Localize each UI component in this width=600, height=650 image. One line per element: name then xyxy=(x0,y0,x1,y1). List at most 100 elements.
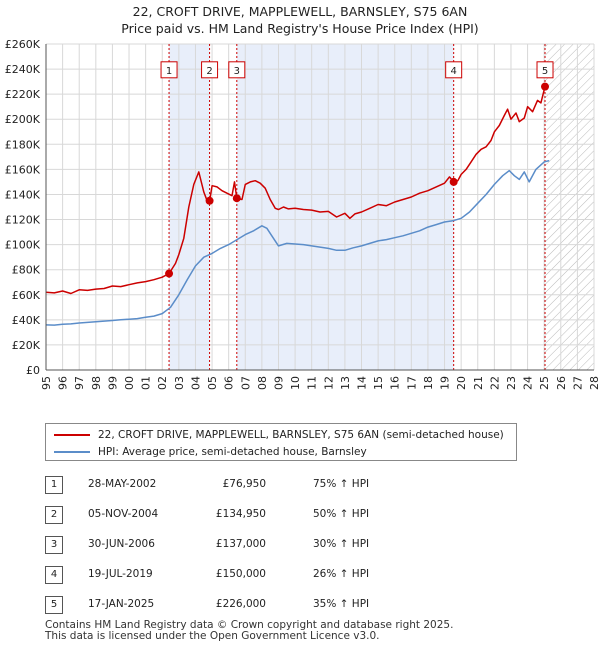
y-tick-label: £120K xyxy=(5,214,41,227)
x-tick-label: 2015 xyxy=(372,376,385,390)
sale-label-box-2 xyxy=(201,61,219,79)
y-tick-label: £260K xyxy=(5,40,41,51)
legend-line-hpi xyxy=(54,451,90,453)
x-tick-label: 2005 xyxy=(206,376,219,390)
property-price-line xyxy=(45,86,546,295)
x-tick-label: 1999 xyxy=(106,376,119,390)
sale-number: 4 xyxy=(45,566,63,584)
sale-price: £134,950 xyxy=(215,508,266,520)
sale-row: 4 19-JUL-2019 £150,000 26% ↑ HPI xyxy=(0,566,600,584)
hpi-line xyxy=(45,159,550,326)
x-tick-label: 2021 xyxy=(472,376,485,390)
x-tick-label: 2017 xyxy=(405,376,418,390)
grid-lines xyxy=(45,43,595,371)
sale-number-labels: 1 2 3 4 5 xyxy=(160,61,554,79)
x-tick-label: 2023 xyxy=(505,376,518,390)
legend-label-hpi: HPI: Average price, semi-detached house,… xyxy=(98,446,367,458)
title-line-1: 22, CROFT DRIVE, MAPPLEWELL, BARNSLEY, S… xyxy=(132,4,468,19)
x-tick-label: 2002 xyxy=(156,376,169,390)
legend-line-property xyxy=(54,434,90,436)
sale-label-box-3 xyxy=(228,61,246,79)
x-tick-label: 2024 xyxy=(522,376,535,390)
legend-label-property: 22, CROFT DRIVE, MAPPLEWELL, BARNSLEY, S… xyxy=(98,429,504,441)
sale-points xyxy=(165,82,550,278)
y-tick-label: £80K xyxy=(12,264,41,277)
future-hatch-area xyxy=(545,44,594,370)
y-tick-label: £180K xyxy=(5,138,41,151)
axes: £0 £20K £40K £60K £80K £100K £120K £140K £160K £1… xyxy=(5,40,600,390)
footer-line-2: This data is licensed under the Open Gov… xyxy=(45,630,380,642)
sale-point-5 xyxy=(541,82,550,91)
footer-line-1: Contains HM Land Registry data © Crown c… xyxy=(45,619,454,631)
sale-point-2 xyxy=(205,196,214,205)
y-tick-label: £100K xyxy=(5,239,41,252)
sale-hpi-change: 35% ↑ HPI xyxy=(313,598,370,610)
sale-point-1 xyxy=(165,269,174,278)
sale-hpi-change: 75% ↑ HPI xyxy=(313,478,370,490)
x-tick-label: 2001 xyxy=(140,376,153,390)
sale-hpi-change: 26% ↑ HPI xyxy=(313,568,370,580)
y-tick-label: £140K xyxy=(5,188,41,201)
y-tick-label: £0 xyxy=(26,364,40,377)
x-tick-label: 2007 xyxy=(239,376,252,390)
x-tick-label: 1996 xyxy=(57,376,70,390)
sale-number: 5 xyxy=(45,596,63,614)
series-lines xyxy=(45,86,550,326)
x-tick-label: 1998 xyxy=(90,376,103,390)
x-tick-label: 2000 xyxy=(123,376,136,390)
x-tick-label: 1997 xyxy=(73,376,86,390)
y-tick-label: £220K xyxy=(5,88,41,101)
x-tick-label: 2025 xyxy=(538,376,551,390)
footer-attribution: Contains HM Land Registry data © Crown c… xyxy=(45,620,453,642)
x-tick-label: 2019 xyxy=(439,376,452,390)
x-tick-label: 2009 xyxy=(272,376,285,390)
legend: 22, CROFT DRIVE, MAPPLEWELL, BARNSLEY, S… xyxy=(45,423,517,461)
title-line-2: Price paid vs. HM Land Registry's House … xyxy=(121,21,479,36)
future-hatch xyxy=(545,44,594,370)
x-tick-label: 2027 xyxy=(571,376,584,390)
y-tick-label: £240K xyxy=(5,63,41,76)
sale-point-4 xyxy=(449,177,458,186)
x-tick-label: 2026 xyxy=(555,376,568,390)
sale-price: £150,000 xyxy=(215,568,266,580)
chart-title: 22, CROFT DRIVE, MAPPLEWELL, BARNSLEY, S… xyxy=(0,3,600,37)
y-tick-label: £40K xyxy=(12,314,41,327)
sale-label-box-4 xyxy=(445,61,463,79)
y-tick-label: £160K xyxy=(5,163,41,176)
y-tick-label: £60K xyxy=(12,289,41,302)
sale-date: 17-JAN-2025 xyxy=(88,598,155,610)
sale-label-3: 3 xyxy=(234,66,240,77)
x-tick-label: 2004 xyxy=(189,376,202,390)
x-tick-label: 2003 xyxy=(173,376,186,390)
sale-point-3 xyxy=(232,194,241,203)
sale-label-4: 4 xyxy=(450,66,456,77)
sale-number: 1 xyxy=(45,476,63,494)
sale-number: 2 xyxy=(45,506,63,524)
x-tick-label: 2014 xyxy=(356,376,369,390)
sale-label-1: 1 xyxy=(166,66,172,77)
x-tick-label: 2018 xyxy=(422,376,435,390)
sale-price: £226,000 xyxy=(215,598,266,610)
sale-hpi-change: 30% ↑ HPI xyxy=(313,538,370,550)
x-tick-label: 2010 xyxy=(289,376,302,390)
x-tick-label: 2020 xyxy=(455,376,468,390)
x-tick-label: 2006 xyxy=(223,376,236,390)
sale-row: 3 30-JUN-2006 £137,000 30% ↑ HPI xyxy=(0,536,600,554)
y-tick-label: £20K xyxy=(12,339,41,352)
sale-label-box-5 xyxy=(536,61,554,79)
sale-label-5: 5 xyxy=(542,66,548,77)
x-tick-label: 2013 xyxy=(339,376,352,390)
y-tick-label: £200K xyxy=(5,113,41,126)
sale-date: 19-JUL-2019 xyxy=(88,568,153,580)
sale-date: 05-NOV-2004 xyxy=(88,508,159,520)
x-tick-label: 2008 xyxy=(256,376,269,390)
x-tick-label: 2011 xyxy=(306,376,319,390)
x-tick-label: 2012 xyxy=(322,376,335,390)
sale-label-box-1 xyxy=(160,61,178,79)
sale-number: 3 xyxy=(45,536,63,554)
sale-row: 5 17-JAN-2025 £226,000 35% ↑ HPI xyxy=(0,596,600,614)
sale-row: 2 05-NOV-2004 £134,950 50% ↑ HPI xyxy=(0,506,600,524)
sale-row: 1 28-MAY-2002 £76,950 75% ↑ HPI xyxy=(0,476,600,494)
sale-hpi-change: 50% ↑ HPI xyxy=(313,508,370,520)
